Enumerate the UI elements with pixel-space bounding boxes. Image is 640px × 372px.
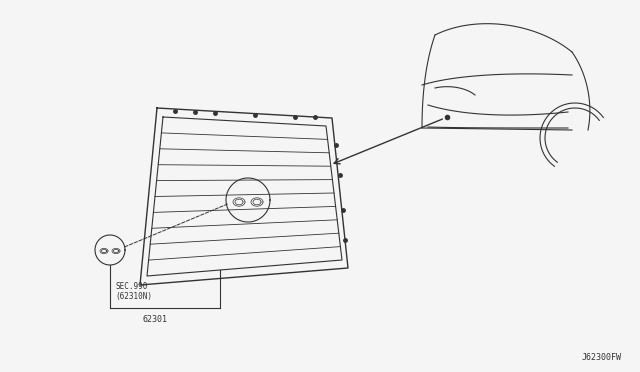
Text: J62300FW: J62300FW	[582, 353, 622, 362]
Text: SEC.990
(62310N): SEC.990 (62310N)	[115, 282, 152, 301]
Text: 62301: 62301	[143, 315, 168, 324]
